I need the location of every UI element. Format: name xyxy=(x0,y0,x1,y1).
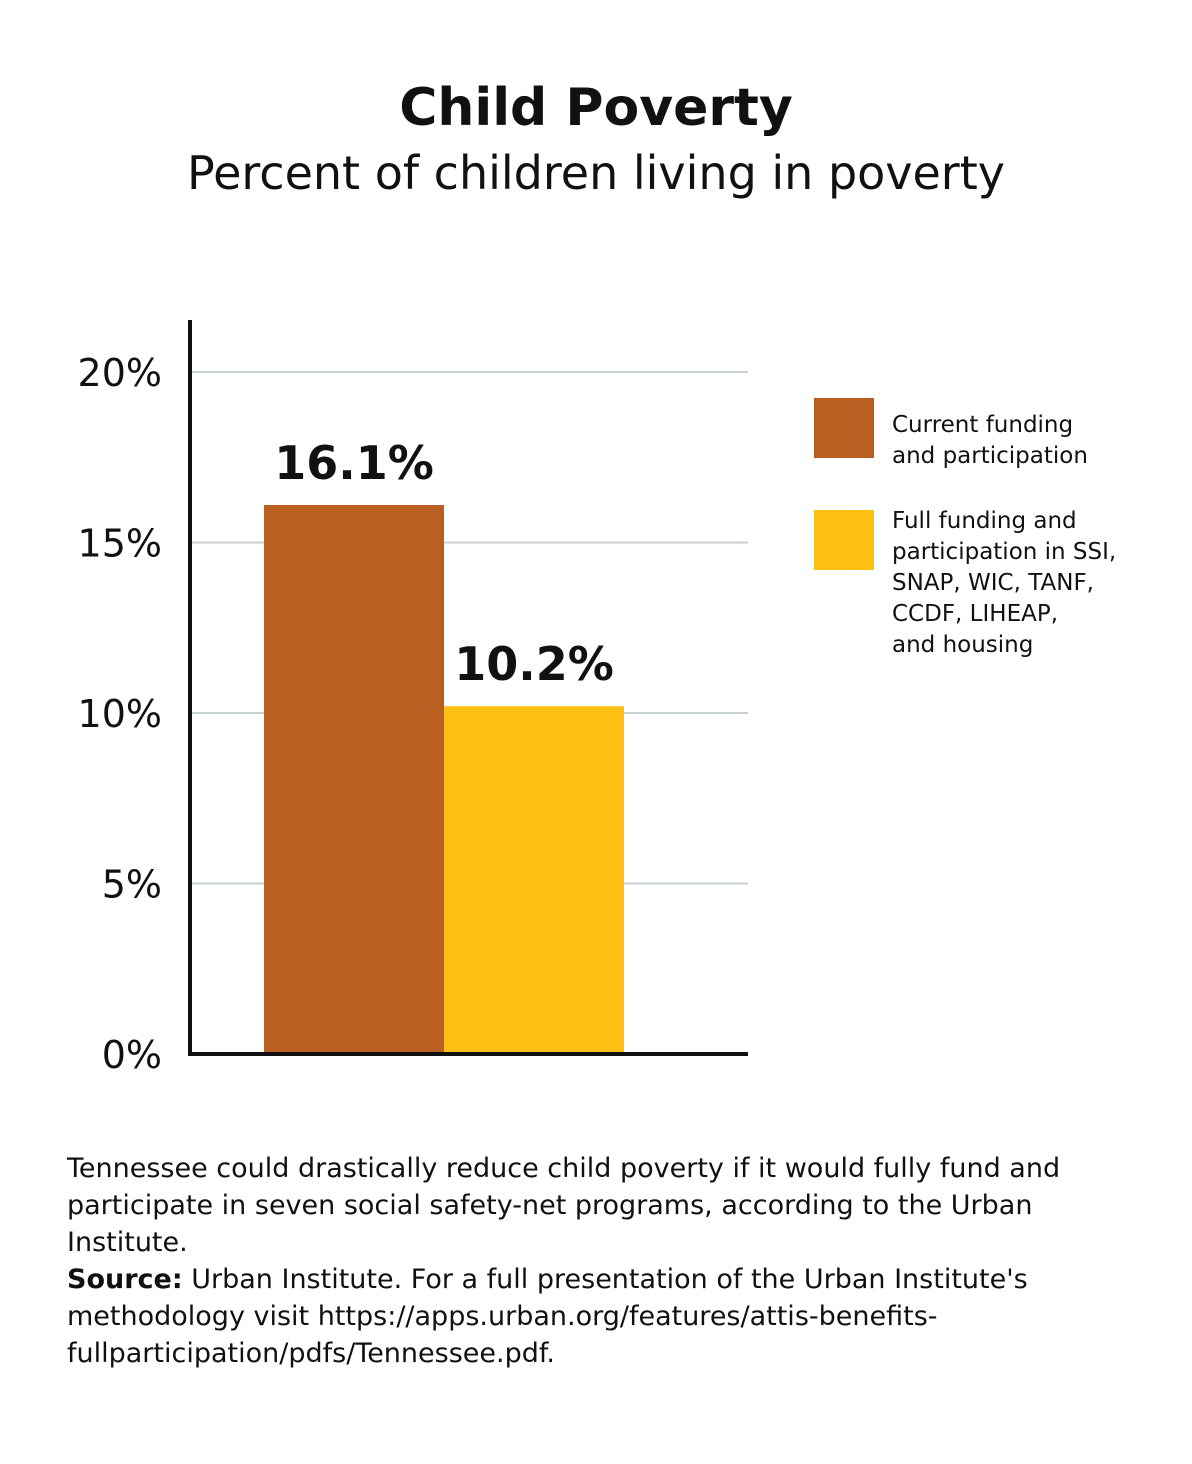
y-tick-label: 15% xyxy=(78,522,162,566)
caption: Tennessee could drastically reduce child… xyxy=(67,1150,1147,1372)
y-tick-label: 10% xyxy=(78,692,162,736)
bar-current xyxy=(264,504,444,1054)
source-label: Source: xyxy=(67,1264,183,1295)
caption-source: Source: Urban Institute. For a full pres… xyxy=(67,1261,1147,1372)
source-text: Urban Institute. For a full presentation… xyxy=(67,1264,1028,1369)
data-label-full: 10.2% xyxy=(454,637,614,691)
legend-swatch-current xyxy=(814,398,874,458)
legend-label-current: Current funding and participation xyxy=(892,412,1088,469)
data-label-current: 16.1% xyxy=(274,436,434,490)
y-tick-label: 0% xyxy=(102,1033,162,1077)
y-tick-label: 5% xyxy=(102,863,162,907)
bar-full xyxy=(444,706,624,1054)
y-tick-label: 20% xyxy=(78,351,162,395)
caption-text: Tennessee could drastically reduce child… xyxy=(67,1153,1061,1258)
legend-swatch-full xyxy=(814,510,874,570)
chart-subtitle: Percent of children living in poverty xyxy=(187,146,1005,200)
chart-title: Child Poverty xyxy=(399,78,793,138)
legend-label-full: Full funding and participation in SSI, S… xyxy=(892,508,1117,658)
